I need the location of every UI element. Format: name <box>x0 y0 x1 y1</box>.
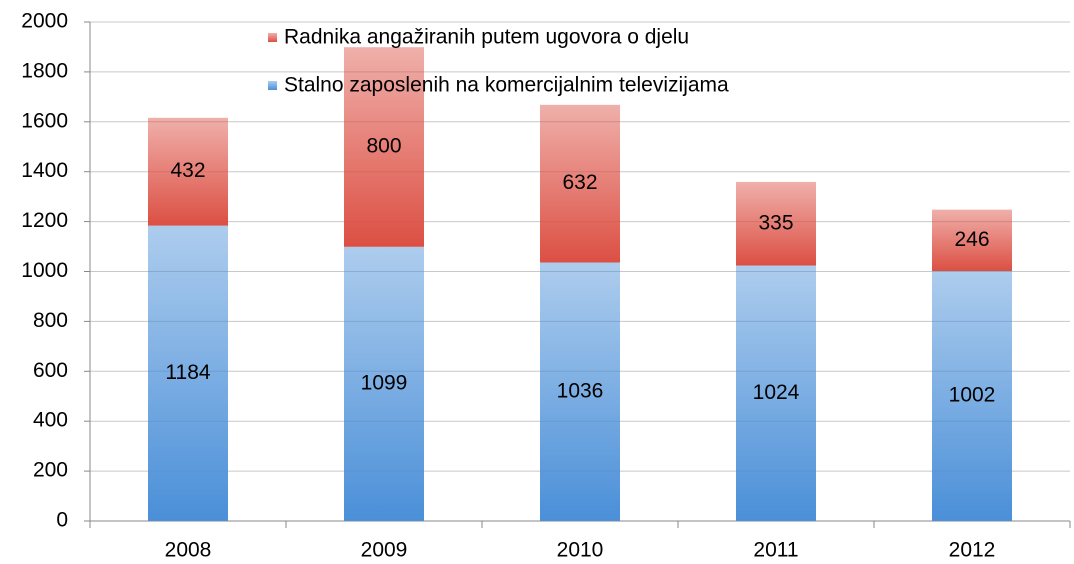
legend-label: Radnika angažiranih putem ugovora o djel… <box>284 26 689 49</box>
y-tick-label: 600 <box>33 359 68 382</box>
y-tick-label: 200 <box>33 459 68 482</box>
bar-segment <box>148 117 228 226</box>
x-tick-label: 2011 <box>753 539 798 562</box>
y-tick-label: 1000 <box>21 259 68 282</box>
x-tick-label: 2012 <box>949 539 996 562</box>
bar-segment <box>540 262 620 521</box>
legend-swatch <box>268 81 277 90</box>
y-tick-label: 400 <box>33 409 68 432</box>
y-tick-label: 1800 <box>21 59 68 82</box>
bar-segment <box>736 181 816 266</box>
data-label: 1099 <box>361 371 408 394</box>
y-tick-label: 1600 <box>21 109 68 132</box>
bar-segment <box>148 225 228 522</box>
x-tick-label: 2008 <box>165 539 212 562</box>
bar-segment <box>932 271 1012 521</box>
data-label: 1002 <box>949 384 996 407</box>
bar-segment <box>540 104 620 263</box>
y-tick-label: 2000 <box>21 10 68 33</box>
x-tick-label: 2009 <box>361 539 408 562</box>
data-label: 335 <box>758 211 793 234</box>
y-tick-label: 1200 <box>21 209 68 232</box>
bar-segment <box>344 246 424 521</box>
data-label: 246 <box>954 228 989 251</box>
data-label: 1036 <box>557 379 604 402</box>
data-label: 1024 <box>753 381 800 404</box>
data-label: 632 <box>562 171 597 194</box>
data-label: 432 <box>170 159 205 182</box>
legend-swatch <box>268 33 277 42</box>
bar-segment <box>932 209 1012 272</box>
legend-label: Stalno zaposlenih na komercijalnim telev… <box>284 74 729 97</box>
data-label: 800 <box>366 135 401 158</box>
y-tick-label: 800 <box>33 309 68 332</box>
y-tick-label: 0 <box>56 509 68 532</box>
bar-segment <box>344 47 424 247</box>
x-tick-label: 2010 <box>557 539 604 562</box>
bar-segment <box>736 265 816 521</box>
y-tick-label: 1400 <box>21 159 68 182</box>
data-label: 1184 <box>165 361 210 384</box>
